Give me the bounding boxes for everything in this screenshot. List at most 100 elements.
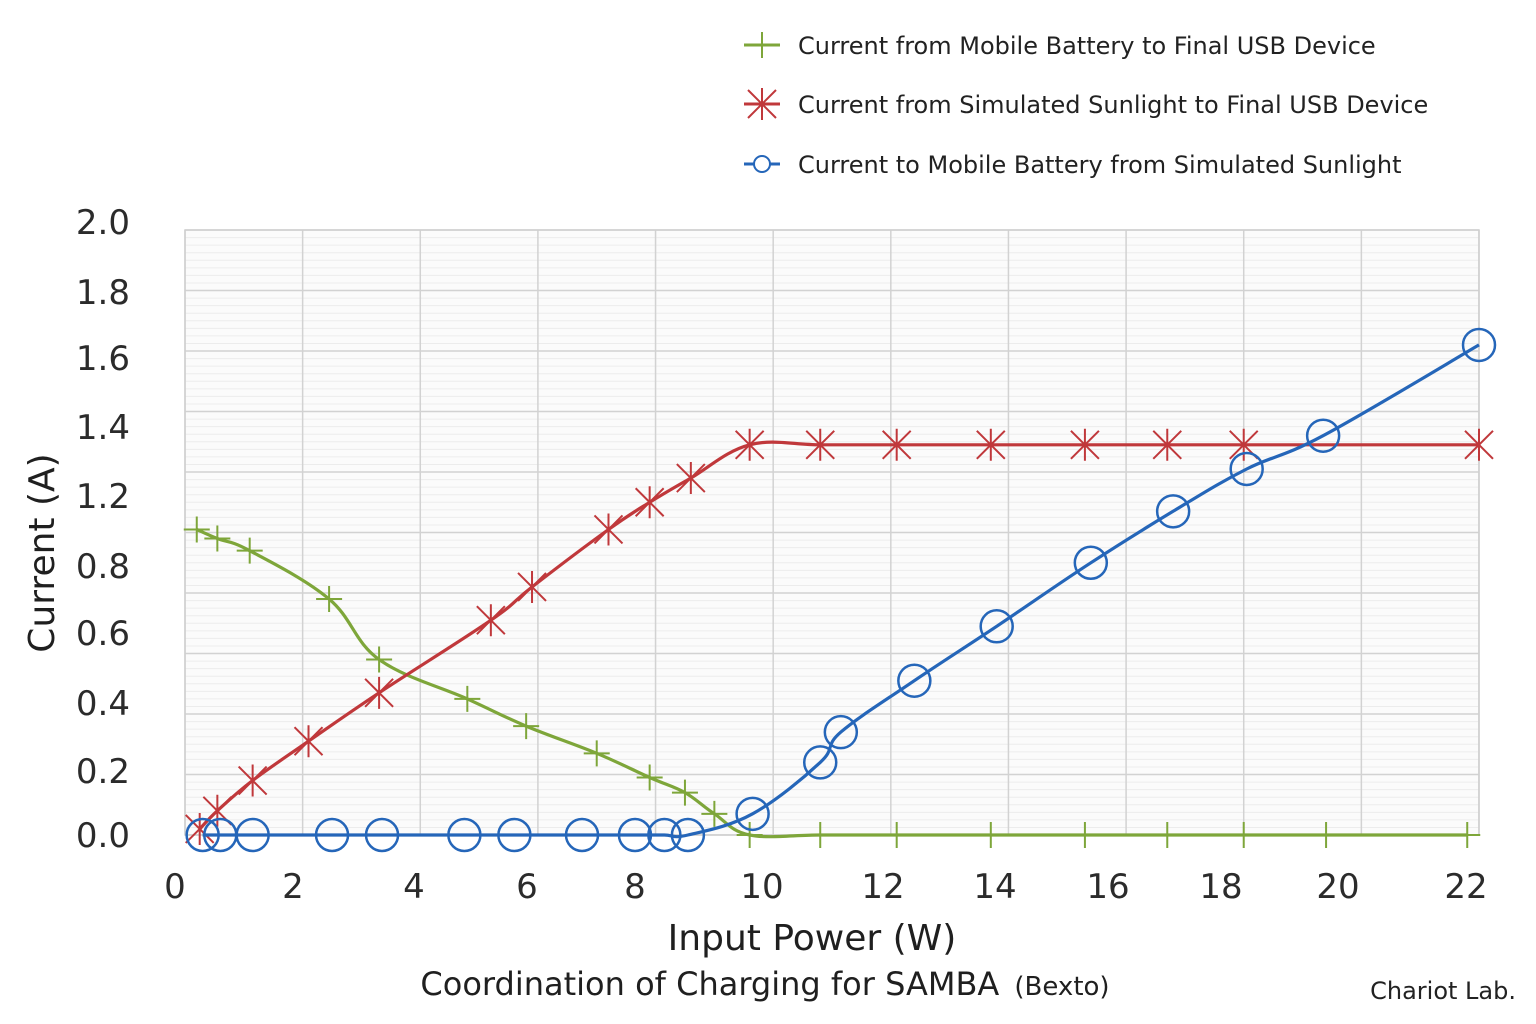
x-axis-title: Input Power (W) bbox=[668, 918, 957, 959]
x-tick-labels: 0 2 4 6 8 10 12 14 16 18 20 22 bbox=[164, 867, 1487, 907]
data-point bbox=[881, 428, 912, 461]
y-tick-label: 0.8 bbox=[76, 547, 130, 587]
data-point bbox=[1313, 822, 1340, 848]
chart-subtitle: (Bexto) bbox=[1014, 972, 1109, 1002]
series-3 bbox=[185, 327, 1497, 853]
legend: Current from Mobile Battery to Final USB… bbox=[744, 32, 1428, 179]
data-point bbox=[593, 513, 624, 546]
data-point bbox=[1305, 418, 1341, 453]
data-point bbox=[1229, 451, 1264, 487]
x-tick-label: 14 bbox=[973, 867, 1016, 907]
data-point bbox=[736, 822, 763, 848]
data-point bbox=[185, 817, 220, 853]
y-tick-label: 0.4 bbox=[76, 684, 130, 724]
data-point bbox=[476, 604, 506, 637]
data-point bbox=[447, 817, 482, 853]
data-point bbox=[979, 609, 1014, 644]
data-point bbox=[735, 796, 770, 832]
data-point bbox=[366, 646, 393, 673]
data-point bbox=[454, 685, 481, 712]
data-point bbox=[1154, 822, 1181, 848]
y-tick-labels: 0.0 0.2 0.4 0.6 0.8 1.2 1.4 1.6 1.8 2.0 bbox=[76, 203, 130, 856]
data-point bbox=[976, 428, 1006, 461]
data-point bbox=[676, 462, 706, 495]
x-tick-label: 16 bbox=[1086, 867, 1129, 907]
data-point bbox=[897, 663, 932, 698]
data-point bbox=[617, 817, 653, 853]
x-tick-label: 20 bbox=[1316, 867, 1359, 907]
legend-item: Current from Simulated Sunlight to Final… bbox=[744, 88, 1428, 120]
legend-swatch-marker bbox=[753, 155, 771, 173]
data-point bbox=[647, 817, 682, 853]
data-point bbox=[977, 822, 1004, 848]
x-tick-label: 4 bbox=[403, 867, 425, 907]
data-point bbox=[364, 676, 394, 709]
y-tick-label: 1.2 bbox=[76, 477, 130, 517]
data-point bbox=[1073, 545, 1109, 580]
y-tick-label: 0.2 bbox=[76, 752, 130, 792]
data-point bbox=[1071, 822, 1098, 848]
series-layer bbox=[183, 327, 1497, 853]
data-point bbox=[497, 817, 532, 853]
data-point bbox=[1155, 494, 1191, 529]
data-point bbox=[237, 764, 268, 797]
data-point bbox=[823, 714, 859, 750]
y-tick-label: 1.6 bbox=[76, 339, 130, 379]
y-tick-label: 2.0 bbox=[76, 203, 130, 243]
data-point bbox=[805, 428, 835, 461]
series-2 bbox=[184, 428, 1494, 845]
y-tick-label: 1.8 bbox=[76, 273, 130, 313]
chart-title-line: Coordination of Charging for SAMBA (Bext… bbox=[420, 965, 1109, 1003]
data-point bbox=[1070, 428, 1100, 461]
data-point bbox=[670, 817, 706, 853]
data-point bbox=[235, 817, 270, 853]
data-point bbox=[883, 822, 910, 848]
legend-item: Current to Mobile Battery from Simulated… bbox=[744, 151, 1402, 179]
data-point bbox=[293, 725, 324, 758]
data-point bbox=[1152, 428, 1182, 461]
legend-swatch-marker bbox=[747, 88, 777, 120]
data-point bbox=[734, 428, 765, 461]
data-point bbox=[236, 537, 263, 564]
data-point bbox=[513, 713, 540, 740]
legend-label: Current from Simulated Sunlight to Final… bbox=[798, 91, 1428, 119]
data-point bbox=[204, 525, 231, 552]
data-point bbox=[183, 516, 210, 543]
data-point bbox=[517, 570, 547, 603]
x-tick-label: 6 bbox=[516, 867, 538, 907]
legend-label: Current from Mobile Battery to Final USB… bbox=[798, 32, 1376, 60]
x-tick-label: 12 bbox=[861, 867, 904, 907]
y-axis-title: Current (A) bbox=[22, 453, 63, 652]
y-tick-label: 0.0 bbox=[76, 816, 130, 856]
chart-credit: Chariot Lab. bbox=[1370, 977, 1516, 1005]
x-tick-label: 10 bbox=[740, 867, 783, 907]
data-point bbox=[1454, 822, 1481, 848]
data-point bbox=[364, 817, 400, 853]
y-tick-label: 0.6 bbox=[76, 614, 130, 654]
data-point bbox=[634, 486, 665, 519]
data-point bbox=[316, 586, 343, 613]
data-point bbox=[1230, 822, 1257, 848]
series-1 bbox=[183, 516, 1481, 848]
data-point bbox=[636, 764, 663, 791]
data-point bbox=[1464, 428, 1494, 461]
chart-title: Coordination of Charging for SAMBA bbox=[420, 965, 999, 1003]
data-point bbox=[802, 745, 838, 780]
data-point bbox=[807, 822, 834, 848]
legend-label: Current to Mobile Battery from Simulated… bbox=[798, 151, 1402, 179]
data-point bbox=[1461, 327, 1497, 363]
x-tick-label: 0 bbox=[164, 867, 186, 907]
x-tick-label: 2 bbox=[282, 867, 304, 907]
x-tick-label: 18 bbox=[1199, 867, 1242, 907]
data-point bbox=[564, 817, 600, 853]
legend-swatch-marker bbox=[749, 32, 775, 58]
x-tick-label: 8 bbox=[624, 867, 646, 907]
data-point bbox=[701, 800, 728, 827]
legend-item: Current from Mobile Battery to Final USB… bbox=[744, 32, 1376, 60]
data-point bbox=[583, 740, 610, 767]
data-point bbox=[671, 779, 698, 806]
data-point bbox=[314, 817, 350, 853]
y-tick-label: 1.4 bbox=[76, 408, 130, 448]
